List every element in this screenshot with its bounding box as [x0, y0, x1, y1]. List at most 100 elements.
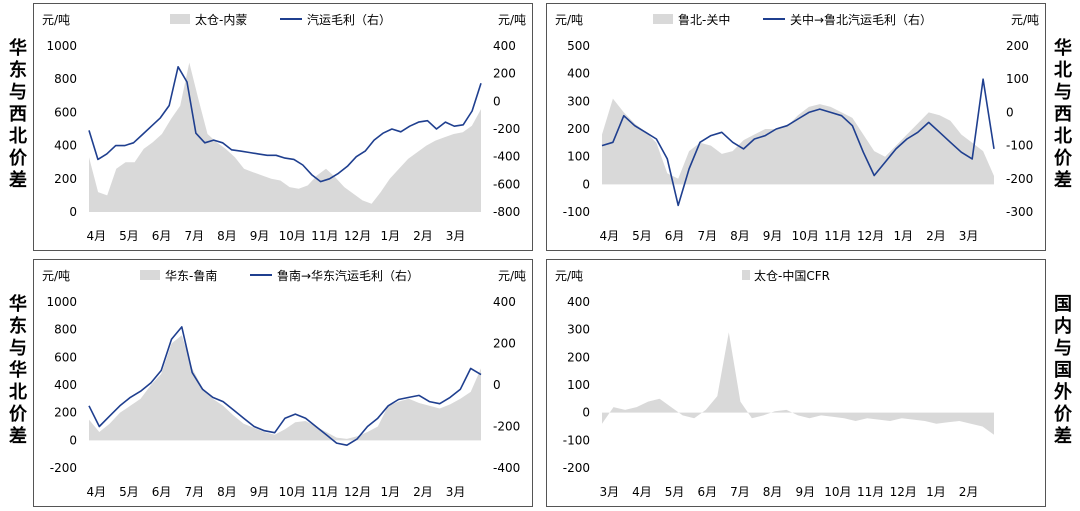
y-tick-label: 400	[54, 139, 77, 153]
y2-tick-label: -100	[1006, 139, 1033, 153]
x-tick-label: 12月	[344, 485, 371, 499]
chart-panel-north-northwest: 元/吨 元/吨 鲁北-关中 关中→鲁北汽运毛利（右） -100 0 100 200 300 400…	[546, 3, 1046, 251]
x-tick-label: 2月	[413, 229, 433, 243]
legend: 华东-鲁南 鲁南→华东汽运毛利（右）	[140, 268, 419, 283]
x-tick-label: 4月	[86, 229, 106, 243]
x-tick-label: 12月	[857, 229, 884, 243]
x-tick-label: 8月	[217, 485, 237, 499]
y-tick-label: 500	[567, 39, 590, 53]
chart-panel-east-north: 元/吨 元/吨 华东-鲁南 鲁南→华东汽运毛利（右） -200 0 200 400 600 800…	[33, 259, 533, 507]
y2-tick-label: 200	[493, 67, 516, 81]
y-tick-label: 0	[582, 177, 590, 191]
x-tick-label: 6月	[152, 485, 172, 499]
x-tick-label: 10月	[824, 485, 851, 499]
y2-tick-label: 200	[1006, 39, 1029, 53]
chart-panel-east-northwest: 元/吨 元/吨 太仓-内蒙 汽运毛利（右） 0 200 400 600 800 1000 -800 -…	[33, 3, 533, 251]
x-tick-label: 1月	[926, 485, 946, 499]
right-unit-label: 元/吨	[498, 269, 526, 283]
legend-line-label: 关中→鲁北汽运毛利（右）	[790, 12, 932, 27]
legend-area-swatch	[653, 14, 673, 24]
x-tick-label: 2月	[926, 229, 946, 243]
legend-area-label: 太仓-内蒙	[195, 12, 247, 27]
x-tick-label: 4月	[86, 485, 106, 499]
left-unit-label: 元/吨	[42, 269, 70, 283]
y2-tick-label: 0	[493, 378, 501, 392]
line-series	[601, 78, 995, 207]
x-tick-label: 7月	[697, 229, 717, 243]
x-tick-label: 2月	[959, 485, 979, 499]
chart-domestic-foreign: 元/吨 太仓-中国CFR -200 -100 0 100 200 300 400 3月 4月 5月 6月…	[555, 268, 994, 499]
legend-area-swatch	[140, 270, 160, 280]
y-tick-label: -100	[563, 433, 590, 447]
x-tick-label: 8月	[217, 229, 237, 243]
x-tick-label: 6月	[152, 229, 172, 243]
y2-tick-label: 100	[1006, 72, 1029, 86]
legend: 太仓-内蒙 汽运毛利（右）	[170, 12, 391, 27]
x-tick-label: 3月	[959, 229, 979, 243]
y-tick-label: 800	[54, 323, 77, 337]
y-tick-label: 100	[567, 378, 590, 392]
y-tick-label: 600	[54, 105, 77, 119]
legend-area-label: 太仓-中国CFR	[754, 268, 830, 283]
y-tick-label: 1000	[46, 39, 77, 53]
y2-tick-label: 400	[493, 295, 516, 309]
x-tick-label: 9月	[795, 485, 815, 499]
x-tick-label: 6月	[697, 485, 717, 499]
x-tick-label: 1月	[380, 485, 400, 499]
y-tick-label: 200	[567, 350, 590, 364]
y-tick-label: 400	[567, 295, 590, 309]
legend-area-label: 鲁北-关中	[678, 12, 730, 27]
x-tick-label: 7月	[184, 229, 204, 243]
y2-tick-label: -200	[493, 420, 520, 434]
side-label-east-northwest: 华东与西北价差	[9, 38, 27, 191]
area-series	[89, 335, 481, 441]
y-tick-label: 0	[69, 205, 77, 219]
legend-area-label: 华东-鲁南	[165, 268, 217, 283]
y2-tick-label: 0	[493, 94, 501, 108]
x-tick-label: 1月	[380, 229, 400, 243]
y-tick-label: 200	[54, 172, 77, 186]
left-unit-label: 元/吨	[42, 13, 70, 27]
x-tick-label: 5月	[119, 485, 139, 499]
x-tick-label: 10月	[279, 485, 306, 499]
x-tick-label: 11月	[857, 485, 884, 499]
x-tick-label: 3月	[446, 485, 466, 499]
y-tick-label: -200	[563, 461, 590, 475]
chart-panel-domestic-foreign: 元/吨 太仓-中国CFR -200 -100 0 100 200 300 400 3月 4月 5月 6月…	[546, 259, 1046, 507]
x-tick-label: 1月	[893, 229, 913, 243]
y-tick-label: -200	[50, 461, 77, 475]
side-label-domestic-foreign: 国内与国外价差	[1054, 294, 1072, 447]
y-tick-label: 1000	[46, 295, 77, 309]
legend-line-label: 汽运毛利（右）	[307, 12, 391, 27]
y-tick-label: 300	[567, 323, 590, 337]
y-tick-label: 400	[567, 67, 590, 81]
y2-tick-label: 200	[493, 337, 516, 351]
legend-area-swatch	[742, 270, 750, 280]
y2-tick-label: -300	[1006, 205, 1033, 219]
y2-tick-label: 0	[1006, 105, 1014, 119]
legend: 太仓-中国CFR	[742, 268, 830, 283]
x-tick-label: 7月	[730, 485, 750, 499]
x-tick-label: 5月	[632, 229, 652, 243]
line-series	[88, 326, 482, 446]
x-tick-label: 11月	[824, 229, 851, 243]
y-tick-label: 200	[54, 406, 77, 420]
chart-north-northwest: 元/吨 元/吨 鲁北-关中 关中→鲁北汽运毛利（右） -100 0 100 200 300 400…	[555, 12, 1039, 243]
x-tick-label: 9月	[250, 229, 270, 243]
right-unit-label: 元/吨	[1011, 13, 1039, 27]
y-tick-label: 300	[567, 94, 590, 108]
y-tick-label: 600	[54, 350, 77, 364]
y2-tick-label: -800	[493, 205, 520, 219]
y2-tick-label: -200	[493, 122, 520, 136]
x-tick-label: 8月	[763, 485, 783, 499]
line-series	[88, 65, 482, 183]
y-tick-label: -100	[563, 205, 590, 219]
x-tick-label: 9月	[250, 485, 270, 499]
y2-tick-label: -400	[493, 461, 520, 475]
x-tick-label: 6月	[665, 229, 685, 243]
x-tick-label: 11月	[311, 485, 338, 499]
x-tick-label: 4月	[599, 229, 619, 243]
y-tick-label: 0	[582, 406, 590, 420]
area-series	[602, 332, 994, 435]
x-tick-label: 3月	[599, 485, 619, 499]
